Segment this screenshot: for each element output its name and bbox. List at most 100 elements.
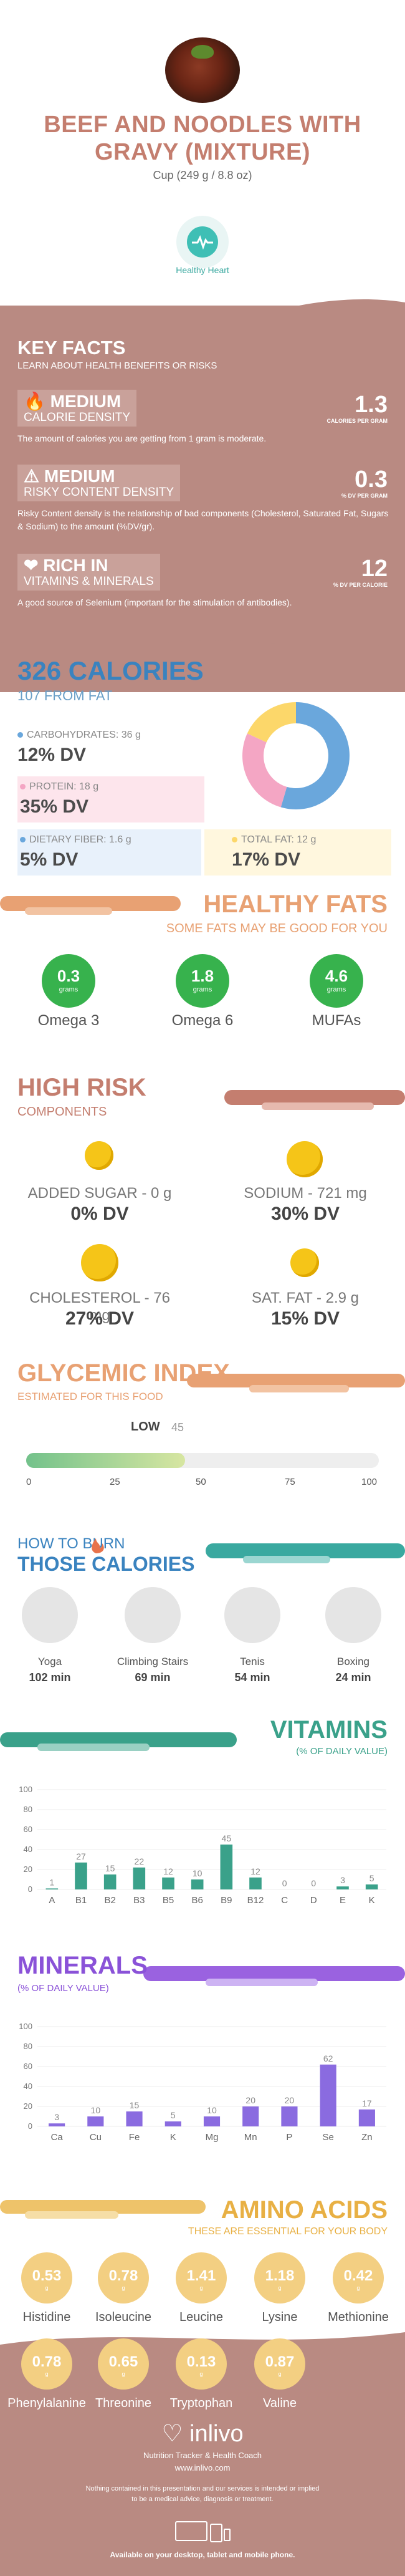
tryptophan-value: 0.13 — [186, 2353, 216, 2370]
high-risk-title: HIGH RISK — [17, 1074, 146, 1101]
mineral-bar-se — [320, 2064, 336, 2126]
fiber-label: DIETARY FIBER: 1.6 g — [29, 834, 131, 845]
amino-unit: g — [199, 2371, 203, 2377]
amino-unit: g — [278, 2371, 282, 2377]
vitamin-ytick: 20 — [24, 1864, 32, 1874]
brand-url[interactable]: www.inlivo.com — [174, 2463, 231, 2472]
title-line-1: BEEF AND NOODLES WITH — [44, 112, 361, 138]
vitamin-category-label: B9 — [221, 1895, 232, 1906]
vitamin-bar-b1 — [75, 1862, 87, 1889]
cholesterol-dv: 27% DV — [65, 1308, 135, 1329]
omega3-label: Omega 3 — [37, 1012, 100, 1029]
gi-decor — [187, 1374, 405, 1392]
leucine-label: Leucine — [179, 2310, 224, 2324]
mineral-ytick: 20 — [24, 2101, 32, 2111]
leucine-value: 1.41 — [186, 2267, 216, 2284]
key-facts-subtitle: LEARN ABOUT HEALTH BENEFITS OR RISKS — [17, 360, 217, 371]
valine-circle: 0.87 g — [254, 2338, 305, 2390]
rich-in-level: ❤ RICH IN — [24, 556, 108, 575]
tryptophan-circle: 0.13 g — [176, 2338, 227, 2390]
vitamins-chart: 0 20 40 60 80 100 1 A 27 B1 15 B2 22 B3 12 B5 10 B6 45 B9 12… — [19, 1785, 386, 1906]
vitamin-bar-b5 — [162, 1877, 174, 1889]
risky-content-desc: Risky Content density is the relationshi… — [17, 508, 389, 531]
gi-level: LOW — [131, 1420, 160, 1434]
fiber-stat: DIETARY FIBER: 1.6 g 5% DV — [17, 829, 201, 876]
vitamin-value-label: 12 — [163, 1866, 173, 1876]
key-facts-title: KEY FACTS — [17, 337, 126, 359]
threonine-value: 0.65 — [108, 2353, 138, 2370]
mufa-circle: 4.6 grams — [310, 954, 363, 1008]
vitamin-bar-b12 — [249, 1877, 262, 1889]
vitamin-value-label: 45 — [222, 1833, 232, 1843]
carbs-stat: CARBOHYDRATES: 36 g 12% DV — [17, 730, 204, 766]
mineral-ytick: 100 — [19, 2022, 32, 2031]
vitamins-decor — [0, 1732, 237, 1751]
valine-label: Valine — [262, 2396, 297, 2410]
vitamin-ytick: 60 — [24, 1825, 32, 1834]
mineral-ytick: 0 — [28, 2121, 32, 2131]
gi-tick: 75 — [285, 1477, 295, 1487]
activity-tennis-time: 54 min — [234, 1671, 270, 1684]
rich-in-value: 12 — [361, 556, 388, 582]
smile-face-icon — [287, 1141, 323, 1177]
healthy-fats-subtitle: SOME FATS MAY BE GOOD FOR YOU — [166, 922, 388, 935]
climbing-stairs-icon — [125, 1587, 181, 1643]
phenylalanine-value: 0.78 — [32, 2353, 62, 2370]
gi-tick: 25 — [110, 1477, 120, 1487]
mufa-label: MUFAs — [312, 1012, 361, 1029]
leucine-circle: 1.41 g — [176, 2252, 227, 2303]
amino-unit: g — [278, 2285, 282, 2291]
healthy-heart-label: Healthy Heart — [176, 265, 229, 275]
omega6-label: Omega 6 — [171, 1012, 234, 1029]
herb-garnish — [191, 45, 214, 59]
vitamin-value-label: 10 — [193, 1868, 202, 1878]
food-image — [165, 37, 240, 103]
disclaimer-line-1: Nothing contained in this presentation a… — [85, 2485, 320, 2492]
omega3-value: 0.3 — [57, 967, 80, 985]
boxing-icon — [325, 1587, 381, 1643]
burn-title-2: THOSE CALORIES — [17, 1553, 195, 1575]
vitamin-value-label: 27 — [76, 1851, 86, 1861]
mineral-category-label: K — [170, 2132, 176, 2143]
risky-content-label: RISKY CONTENT DENSITY — [24, 486, 174, 499]
omega3-unit: grams — [59, 986, 79, 993]
mineral-value-label: 10 — [207, 2105, 217, 2115]
donut-slice-carbohydrates — [280, 702, 350, 809]
mineral-ytick: 40 — [24, 2082, 32, 2091]
flame-icon — [92, 1538, 104, 1553]
minerals-chart: 0 20 40 60 80 100 3 Ca 10 Cu 15 Fe 5 K 10 Mg 20 Mn 20 P 62 Se… — [19, 2022, 386, 2143]
serving-size: Cup (249 g / 8.8 oz) — [153, 169, 252, 181]
mufa-unit: grams — [326, 986, 346, 993]
vitamin-bar-b2 — [103, 1874, 117, 1889]
healthy-fats-title: HEALTHY FATS — [203, 890, 388, 918]
calorie-density-unit: CALORIES PER GRAM — [326, 418, 388, 424]
macro-donut-chart — [242, 702, 350, 809]
isoleucine-label: Isoleucine — [95, 2310, 152, 2324]
sat-fat-label: SAT. FAT - 2.9 g — [251, 1290, 360, 1306]
risky-content-level: ⚠ MEDIUM — [24, 466, 115, 486]
added-sugar-dv: 0% DV — [70, 1204, 129, 1224]
minerals-decor — [143, 1966, 405, 1986]
vitamin-category-label: B12 — [247, 1895, 264, 1906]
amino-unit: g — [122, 2371, 125, 2377]
rich-in-label: VITAMINS & MINERALS — [24, 575, 154, 588]
sodium-dv: 30% DV — [270, 1204, 340, 1224]
calorie-density-label: CALORIE DENSITY — [24, 411, 131, 424]
available-text: Available on your desktop, tablet and mo… — [110, 2550, 295, 2559]
mineral-bar-ca — [49, 2123, 65, 2126]
mineral-ytick: 80 — [24, 2042, 32, 2051]
mineral-category-label: P — [286, 2132, 292, 2143]
calorie-density-desc: The amount of calories you are getting f… — [17, 433, 267, 443]
carbs-dot — [17, 732, 23, 738]
donut-slice-protein — [242, 733, 287, 808]
vitamin-bar-a — [45, 1888, 59, 1889]
mineral-value-label: 20 — [245, 2095, 255, 2105]
fat-label: TOTAL FAT: 12 g — [241, 834, 317, 845]
vitamins-subtitle: (% OF DAILY VALUE) — [296, 1746, 388, 1757]
vitamin-bar-k — [365, 1884, 378, 1889]
mineral-value-label: 5 — [171, 2110, 176, 2120]
mineral-value-label: 15 — [130, 2100, 140, 2110]
vitamin-ytick: 100 — [19, 1785, 32, 1794]
activity-boxing-time: 24 min — [335, 1671, 371, 1684]
isoleucine-value: 0.78 — [108, 2267, 138, 2284]
